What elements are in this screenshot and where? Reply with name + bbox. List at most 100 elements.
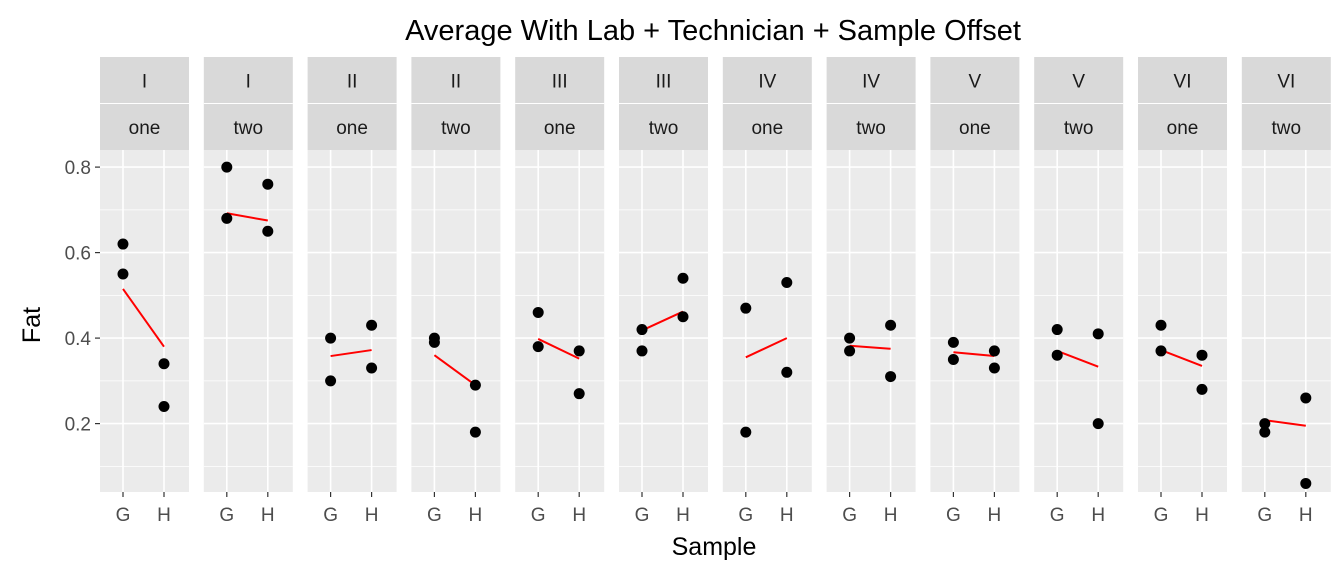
data-point: [1155, 345, 1167, 357]
y-tick-label: 0.8: [65, 158, 91, 179]
strip-lab: [826, 57, 916, 104]
x-tick-label: G: [1050, 505, 1065, 526]
data-point: [117, 238, 129, 250]
data-point: [325, 332, 337, 344]
data-point: [988, 345, 1000, 357]
data-point: [1196, 383, 1208, 395]
x-tick-label: H: [365, 505, 379, 526]
strip-lab: [619, 57, 708, 104]
data-point: [158, 358, 170, 370]
panel-background: [1034, 150, 1124, 492]
strip-label-technician: one: [751, 118, 783, 139]
panel-background: [1138, 150, 1227, 492]
facet-panel: VI one G H: [1138, 57, 1227, 526]
strip-lab: [722, 57, 812, 104]
x-tick-label: G: [635, 505, 650, 526]
y-tick-label: 0.4: [65, 329, 92, 350]
strip-label-lab: VI: [1277, 71, 1295, 92]
x-tick-label: G: [1257, 505, 1272, 526]
fit-line: [953, 351, 995, 358]
facet-panel: II one G H: [307, 57, 397, 526]
strip-label-lab: II: [347, 71, 358, 92]
strip-label-lab: I: [142, 71, 147, 92]
data-point: [262, 225, 274, 237]
data-point: [636, 324, 648, 336]
data-point: [844, 345, 856, 357]
data-point: [366, 362, 378, 374]
data-point: [947, 336, 959, 348]
strip-lab: [203, 57, 293, 104]
data-point: [1259, 426, 1271, 438]
data-point: [117, 268, 129, 280]
strip-label-technician: one: [1167, 118, 1199, 139]
strip-lab: [1241, 57, 1331, 104]
strip-technician: [722, 103, 812, 150]
x-axis-title: Sample: [672, 533, 757, 561]
data-point: [781, 366, 793, 378]
data-point: [947, 353, 959, 365]
panel-background: [411, 150, 501, 492]
chart-title: Average With Lab + Technician + Sample O…: [405, 15, 1021, 47]
panel-background: [826, 150, 916, 492]
data-point: [1300, 392, 1312, 404]
data-point: [1051, 324, 1063, 336]
x-tick-label: G: [1154, 505, 1169, 526]
panel-background: [930, 150, 1020, 492]
strip-label-technician: two: [441, 118, 471, 139]
data-point: [1196, 349, 1208, 361]
data-point: [844, 332, 856, 344]
x-tick-label: H: [884, 505, 898, 526]
fit-line: [433, 354, 476, 386]
data-point: [677, 311, 689, 323]
strip-label-technician: one: [129, 118, 161, 139]
strip-label-lab: IV: [862, 71, 880, 92]
strip-label-lab: VI: [1174, 71, 1192, 92]
fit-line: [122, 288, 165, 348]
fit-line: [849, 344, 891, 350]
data-point: [1300, 477, 1312, 489]
facet-panel: III one G H: [515, 57, 605, 526]
strip-technician: [1034, 103, 1124, 150]
panel-background: [1241, 150, 1331, 492]
data-point: [221, 161, 233, 173]
data-point: [677, 272, 689, 284]
data-point: [469, 379, 481, 391]
panel-background: [307, 150, 397, 492]
strip-technician: [826, 103, 916, 150]
data-point: [366, 319, 378, 331]
fit-line: [745, 337, 788, 359]
facet-panel: III two G H: [619, 57, 708, 526]
strip-lab: [1034, 57, 1124, 104]
strip-label-technician: one: [959, 118, 991, 139]
x-tick-label: G: [323, 505, 338, 526]
x-tick-label: H: [261, 505, 275, 526]
data-point: [573, 388, 585, 400]
x-tick-label: G: [946, 505, 961, 526]
data-point: [781, 277, 793, 289]
strip-label-technician: two: [856, 118, 886, 139]
x-tick-label: G: [842, 505, 857, 526]
panel-background: [100, 150, 189, 492]
strip-label-lab: I: [246, 71, 251, 92]
strip-label-technician: one: [336, 118, 368, 139]
y-tick-label: 0.2: [65, 415, 91, 436]
fit-line: [537, 338, 580, 360]
x-tick-label: H: [780, 505, 794, 526]
x-tick-label: H: [676, 505, 690, 526]
fit-line: [1056, 349, 1099, 368]
fit-line: [1264, 419, 1306, 427]
data-point: [740, 302, 752, 314]
strip-label-lab: V: [969, 71, 982, 92]
x-tick-label: G: [531, 505, 546, 526]
strip-lab: [307, 57, 397, 104]
strip-label-lab: III: [552, 71, 568, 92]
x-tick-label: G: [427, 505, 442, 526]
facet-panel: VI two G H: [1241, 57, 1331, 526]
y-tick-label: 0.6: [65, 244, 91, 265]
fit-line: [641, 310, 684, 332]
data-point: [1051, 349, 1063, 361]
